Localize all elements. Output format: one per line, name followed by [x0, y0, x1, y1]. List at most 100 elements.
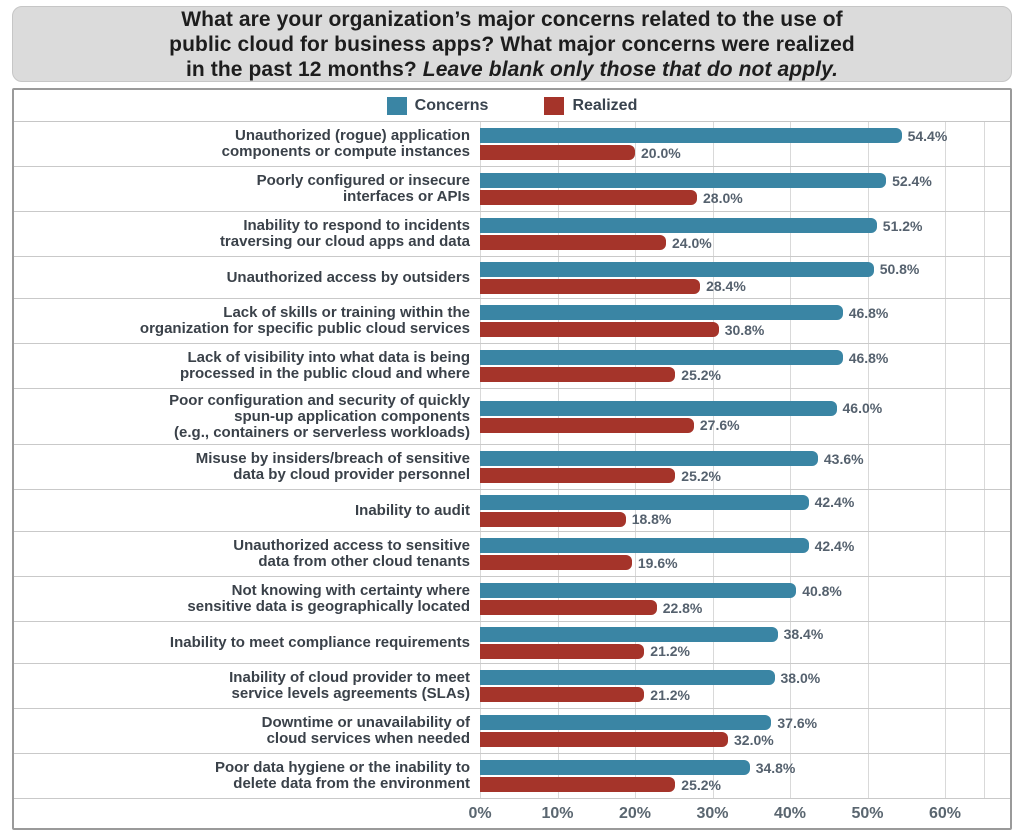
legend: Concerns Realized	[14, 90, 1010, 122]
plot-area: 46.8% 30.8%	[480, 299, 1010, 343]
plot-area: 34.8% 25.2%	[480, 754, 1010, 798]
concerns-bar-line: 38.4%	[480, 626, 1010, 642]
x-axis-tick-label: 10%	[541, 805, 574, 822]
realized-bar-line: 22.8%	[480, 599, 1010, 616]
concerns-value-label: 46.8%	[848, 349, 889, 366]
legend-item-concerns: Concerns	[386, 96, 488, 115]
gridline	[867, 122, 869, 799]
x-axis-tick-label: 20%	[618, 805, 652, 822]
category-label: Inability to respond to incidents travers…	[14, 218, 480, 250]
concerns-bar-line: 34.8%	[480, 760, 1010, 776]
category-label: Poorly configured or insecure interfaces …	[14, 173, 480, 205]
concerns-value-label: 38.4%	[783, 626, 824, 642]
realized-value-label: 24.0%	[672, 234, 712, 251]
concerns-value-label: 51.2%	[882, 217, 923, 234]
legend-item-realized: Realized	[544, 96, 637, 115]
category-label: Inability to meet compliance requirement…	[14, 633, 480, 651]
category-label-line: (e.g., containers or serverless workload…	[174, 423, 470, 441]
realized-value-label: 28.4%	[706, 278, 746, 294]
category-label-line: spun-up application components	[234, 407, 470, 425]
realized-bar-line: 19.6%	[480, 554, 1010, 571]
realized-bar	[480, 511, 626, 527]
chart-row: Unauthorized access to sensitive data fro…	[14, 532, 1010, 577]
category-label: Downtime or unavailability of cloud servi…	[14, 715, 480, 747]
category-label-line: Poor configuration and security of quick…	[169, 391, 470, 409]
realized-value-label: 32.0%	[734, 731, 774, 748]
chart-row: Lack of visibility into what data is bei…	[14, 344, 1010, 389]
category-label-line: delete data from the environment	[233, 775, 470, 792]
realized-bar-line: 27.6%	[480, 417, 1010, 433]
realized-bar	[480, 687, 645, 702]
realized-value-label: 18.8%	[631, 511, 672, 527]
x-axis-tick-label: 60%	[928, 805, 962, 822]
category-label-line: Poor data hygiene or the inability to	[214, 759, 470, 776]
realized-value-label: 19.6%	[637, 554, 678, 571]
plot-area: 50.8% 28.4%	[480, 257, 1010, 298]
category-label-line: Inability of cloud provider to meet	[229, 669, 470, 686]
realized-bar-line: 25.2%	[480, 777, 1010, 793]
concerns-value-label: 43.6%	[823, 450, 864, 467]
plot-area: 51.2% 24.0%	[480, 212, 1010, 256]
realized-value-label: 22.8%	[662, 599, 703, 616]
realized-bar-line: 21.2%	[480, 686, 1010, 703]
chart-question-title-text: What are your organization’s major conce…	[169, 7, 855, 82]
category-label-line: Unauthorized access by outsiders	[226, 268, 470, 286]
category-label-line: sensitive data is geographically located	[187, 598, 470, 615]
category-label: Inability to audit	[14, 502, 480, 519]
realized-bar	[480, 190, 697, 205]
concerns-bar	[480, 350, 843, 365]
realized-bar-line: 30.8%	[480, 322, 1010, 338]
category-label-line: organization for specific public cloud s…	[139, 320, 470, 337]
concerns-value-label: 42.4%	[814, 494, 855, 510]
category-label: Poor data hygiene or the inability to del…	[14, 760, 480, 792]
concerns-value-label: 54.4%	[907, 127, 948, 144]
realized-bar-line: 32.0%	[480, 731, 1010, 748]
category-label: Misuse by insiders/breach of sensitive da…	[14, 451, 480, 483]
category-label: Not knowing with certainty where sensitiv…	[14, 583, 480, 615]
realized-bar	[480, 367, 676, 382]
chart-row: Poor configuration and security of quick…	[14, 389, 1010, 445]
realized-bar-line: 21.2%	[480, 643, 1010, 659]
concerns-bar-line: 43.6%	[480, 450, 1010, 467]
realized-bar	[480, 278, 701, 294]
chart-row: Poor data hygiene or the inability to del…	[14, 754, 1010, 799]
x-axis-tick-label: 50%	[851, 805, 884, 822]
gridline	[983, 122, 985, 799]
realized-value-label: 21.2%	[650, 686, 690, 703]
category-label-line: processed in the public cloud and where	[179, 365, 470, 382]
concerns-bar-line: 37.6%	[480, 715, 1010, 731]
category-label-line: cloud services when needed	[266, 730, 470, 747]
legend-swatch-realized	[544, 96, 565, 115]
category-label-line: Poorly configured or insecure	[256, 172, 470, 189]
chart-row: Unauthorized (rogue) application componen…	[14, 122, 1010, 167]
concerns-bar	[480, 305, 843, 320]
category-label-line: Inability to meet compliance requirement…	[169, 633, 470, 651]
plot-area: 43.6% 25.2%	[480, 445, 1010, 489]
category-label: Unauthorized access to sensitive data fro…	[14, 538, 480, 570]
concerns-bar-line: 38.0%	[480, 670, 1010, 686]
x-axis-tick-label: 30%	[696, 805, 729, 822]
realized-bar	[480, 777, 676, 792]
realized-value-label: 28.0%	[703, 189, 743, 206]
plot-area: 46.8% 25.2%	[480, 344, 1010, 388]
title-line-1: What are your organization’s major conce…	[181, 7, 843, 31]
realized-bar	[480, 732, 728, 747]
concerns-value-label: 50.8%	[879, 261, 920, 277]
x-axis: 0% 10% 20% 30% 40% 50% 60%	[14, 799, 1010, 829]
concerns-value-label: 40.8%	[802, 582, 842, 599]
category-label-line: Downtime or unavailability of	[261, 714, 470, 731]
concerns-bar	[480, 173, 887, 188]
plot-area: 38.4% 21.2%	[480, 622, 1010, 663]
realized-bar-line: 18.8%	[480, 511, 1010, 527]
realized-bar	[480, 555, 632, 570]
category-label-line: Misuse by insiders/breach of sensitive	[195, 450, 470, 467]
category-label-line: interfaces or APIs	[343, 188, 470, 205]
concerns-bar-line: 40.8%	[480, 582, 1010, 599]
chart-row: Misuse by insiders/breach of sensitive da…	[14, 445, 1010, 490]
x-axis-tick-label: 0%	[468, 805, 492, 822]
plot-area: 37.6% 32.0%	[480, 709, 1010, 753]
concerns-bar	[480, 626, 778, 642]
category-label-line: components or compute instances	[221, 143, 470, 160]
category-label-line: service levels agreements (SLAs)	[231, 685, 470, 702]
concerns-bar	[480, 760, 750, 775]
